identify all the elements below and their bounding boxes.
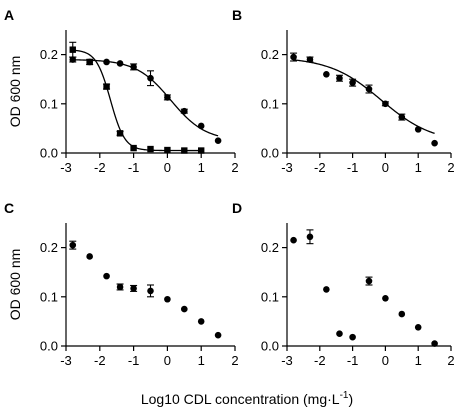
data-point-circle: [69, 56, 77, 63]
data-point-circle: [116, 283, 124, 291]
data-point-square: [130, 144, 137, 152]
data-point-circle: [336, 330, 343, 338]
x-tick-label: 2: [231, 160, 238, 175]
y-tick-label: 0.1: [261, 289, 279, 304]
data-point-square: [116, 130, 124, 137]
data-point-circle: [130, 285, 137, 292]
y-tick-label: 0.2: [261, 240, 279, 255]
data-point-circle: [181, 107, 188, 115]
x-tick-label: -3: [281, 353, 293, 368]
data-point-circle: [116, 60, 124, 67]
x-tick-label: -1: [347, 160, 359, 175]
data-point-circle: [382, 294, 389, 302]
fit-curve: [72, 59, 219, 137]
fit-curve: [293, 59, 435, 135]
data-point-circle: [414, 324, 422, 331]
y-tick-label: 0.0: [40, 339, 58, 354]
data-point-circle: [69, 241, 77, 249]
data-point-circle: [86, 253, 93, 260]
y-tick-label: 0.1: [261, 96, 279, 111]
data-point-circle: [349, 333, 356, 341]
x-tick-label: -1: [128, 353, 140, 368]
x-tick-label: 1: [198, 160, 205, 175]
y-tick-label: 0.1: [40, 96, 58, 111]
data-point-circle: [365, 277, 373, 285]
panel-label: A: [4, 7, 14, 23]
x-tick-label: 1: [198, 353, 205, 368]
data-point-circle: [414, 126, 422, 133]
panel-d: D -3 -2 -1 0 1 2 0.0 0.1 0.2: [232, 200, 455, 368]
data-point-circle: [214, 137, 222, 144]
y-tick-label: 0.0: [40, 146, 58, 161]
y-tick-label: 0.2: [261, 47, 279, 62]
x-tick-label: 2: [447, 160, 454, 175]
data-point-square: [181, 147, 188, 154]
y-tick-label: 0.2: [40, 47, 58, 62]
x-tick-label: 2: [447, 353, 454, 368]
data-point-circle: [398, 113, 406, 121]
x-tick-label: -2: [94, 353, 106, 368]
x-tick-label: 0: [382, 353, 389, 368]
data-point-circle: [214, 331, 222, 339]
x-tick-label: -2: [314, 353, 326, 368]
x-tick-label: -2: [94, 160, 106, 175]
data-point-circle: [306, 233, 314, 241]
data-point-circle: [147, 287, 154, 295]
data-point-square: [164, 146, 171, 154]
panel-label: D: [232, 200, 242, 216]
x-tick-label: 2: [231, 353, 238, 368]
data-point-circle: [323, 286, 330, 293]
y-axis-title: OD 600 nm: [7, 249, 23, 321]
x-axis-title: Log10 CDL concentration (mg·L-1): [141, 390, 353, 407]
data-point-circle: [181, 305, 188, 313]
data-point-circle: [336, 74, 343, 82]
fit-curve: [72, 49, 202, 152]
data-point-circle: [349, 79, 356, 86]
x-tick-label: -3: [60, 353, 72, 368]
x-tick-label: 0: [164, 353, 171, 368]
panel-c: C -3 -2 -1 0 1 2 0.0 0.1 0.2 OD 600 nm: [4, 200, 239, 368]
y-tick-label: 0.1: [40, 289, 58, 304]
y-tick-label: 0.0: [261, 339, 279, 354]
data-point-circle: [197, 318, 205, 325]
data-point-circle: [197, 122, 205, 130]
x-tick-label: 1: [415, 353, 422, 368]
data-point-circle: [398, 310, 406, 318]
data-point-square: [198, 147, 205, 154]
panel-b: B -3 -2 -1 0 1 2 0.0 0.1 0.2: [232, 7, 455, 175]
data-point-circle: [323, 70, 330, 78]
data-point-circle: [86, 58, 93, 66]
x-tick-label: -2: [314, 160, 326, 175]
data-point-circle: [365, 85, 373, 93]
x-tick-label: 0: [382, 160, 389, 175]
y-tick-label: 0.0: [261, 146, 279, 161]
data-point-circle: [431, 340, 438, 347]
panel-label: B: [232, 7, 242, 23]
y-tick-label: 0.2: [40, 240, 58, 255]
data-point-circle: [130, 63, 137, 71]
x-tick-label: 1: [415, 160, 422, 175]
x-tick-label: -1: [128, 160, 140, 175]
data-point-circle: [103, 58, 110, 66]
data-point-circle: [290, 236, 297, 244]
data-point-circle: [290, 53, 297, 61]
data-point-circle: [164, 295, 171, 303]
y-axis-title: OD 600 nm: [7, 56, 23, 128]
data-point-circle: [431, 139, 438, 147]
x-tick-label: -3: [281, 160, 293, 175]
data-point-square: [69, 46, 76, 53]
data-point-square: [147, 145, 154, 153]
data-point-circle: [147, 74, 154, 82]
data-point-circle: [103, 272, 110, 280]
data-point-circle: [164, 94, 171, 101]
x-tick-label: -1: [347, 353, 359, 368]
x-tick-label: -3: [60, 160, 72, 175]
data-point-circle: [306, 56, 314, 63]
panel-label: C: [4, 200, 14, 216]
data-point-square: [103, 83, 110, 90]
x-tick-label: 0: [164, 160, 171, 175]
data-point-circle: [382, 100, 389, 108]
panel-a: A -3 -2 -1 0 1 2 0.0 0.1 0.2 OD 600 nm: [4, 7, 239, 175]
